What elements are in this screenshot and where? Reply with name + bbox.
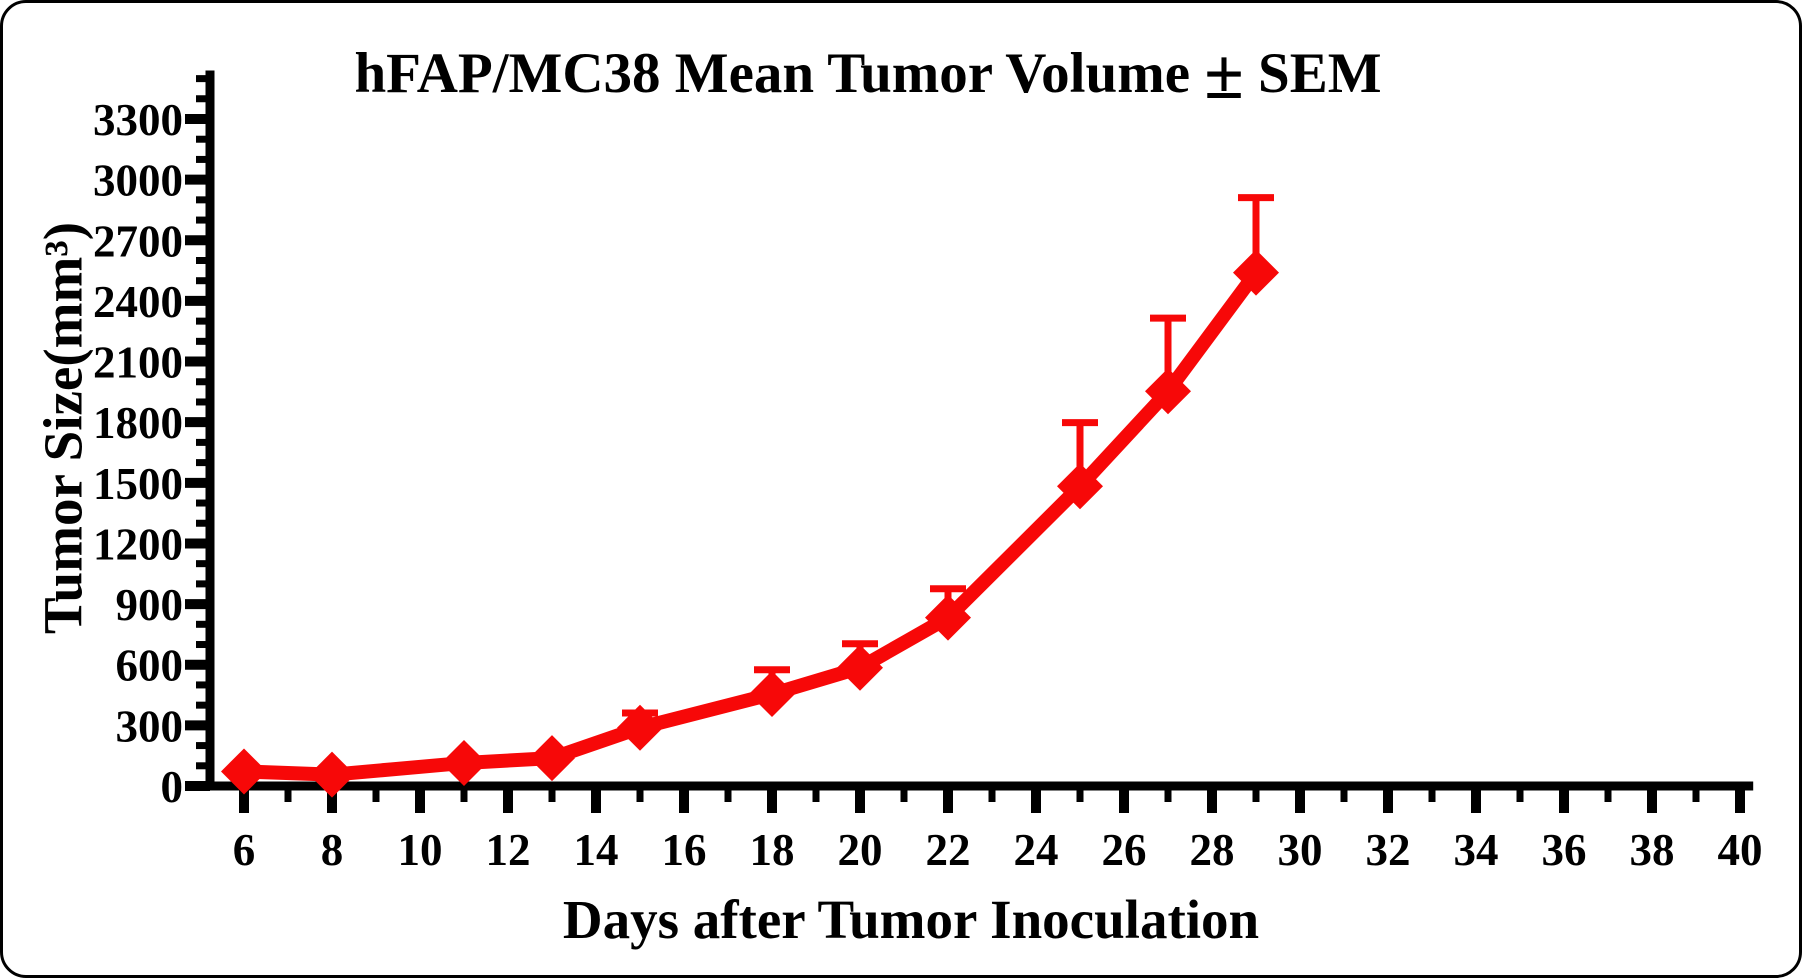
x-tick-label: 22 — [926, 825, 971, 875]
data-point-marker — [441, 739, 487, 786]
x-tick-label: 12 — [486, 825, 531, 875]
data-point-marker — [925, 594, 971, 641]
data-point-marker — [617, 704, 663, 751]
y-tick-label: 300 — [116, 701, 184, 751]
x-tick-label: 18 — [750, 825, 795, 875]
data-line — [237, 265, 1263, 782]
chart-title-text: hFAP/MC38 Mean Tumor Volume — [354, 42, 1190, 105]
x-tick-label: 10 — [398, 825, 443, 875]
y-tick-label: 600 — [116, 641, 184, 691]
x-tick-label: 24 — [1014, 825, 1059, 875]
x-tick-label: 30 — [1278, 825, 1323, 875]
data-point-marker — [1145, 368, 1191, 415]
x-tick-label: 32 — [1366, 825, 1411, 875]
x-tick-label: 34 — [1454, 825, 1499, 875]
y-tick-label: 900 — [116, 580, 184, 630]
data-point-marker — [529, 735, 575, 782]
chart-title: hFAP/MC38 Mean Tumor Volume ± SEM — [3, 38, 1733, 110]
data-point-marker — [837, 644, 883, 691]
y-tick-label: 1200 — [93, 519, 183, 569]
y-tick-label: 0 — [161, 762, 184, 812]
x-tick-label: 26 — [1102, 825, 1147, 875]
y-tick-label: 2400 — [93, 277, 183, 327]
y-tick-label: 1500 — [93, 459, 183, 509]
x-tick-label: 38 — [1630, 825, 1675, 875]
x-tick-label: 14 — [574, 825, 619, 875]
y-tick-label: 1800 — [93, 398, 183, 448]
x-axis-title: Days after Tumor Inoculation — [562, 889, 1260, 950]
y-tick-label: 3000 — [93, 156, 183, 206]
x-tick-label: 36 — [1542, 825, 1587, 875]
line-chart-plot: 0 300 600 900 1200 1500 1800 2100 2400 2700 3000 33… — [93, 70, 1763, 875]
y-tick-label: 2100 — [93, 338, 183, 388]
data-point-marker — [1057, 463, 1103, 510]
x-tick-label: 20 — [838, 825, 883, 875]
y-tick-label: 3300 — [93, 95, 183, 145]
data-point-marker — [1233, 249, 1279, 296]
y-tick-label: 2700 — [93, 216, 183, 266]
x-tick-label: 8 — [321, 825, 344, 875]
x-tick-label: 16 — [662, 825, 707, 875]
x-tick-label: 6 — [233, 825, 256, 875]
x-tick-label: 40 — [1718, 825, 1763, 875]
plus-minus-symbol: ± — [1204, 34, 1244, 114]
x-tick-label: 28 — [1190, 825, 1235, 875]
data-point-marker — [749, 671, 795, 718]
data-point-marker — [309, 751, 355, 798]
chart-title-suffix: SEM — [1258, 42, 1382, 105]
data-point-marker — [221, 748, 267, 795]
